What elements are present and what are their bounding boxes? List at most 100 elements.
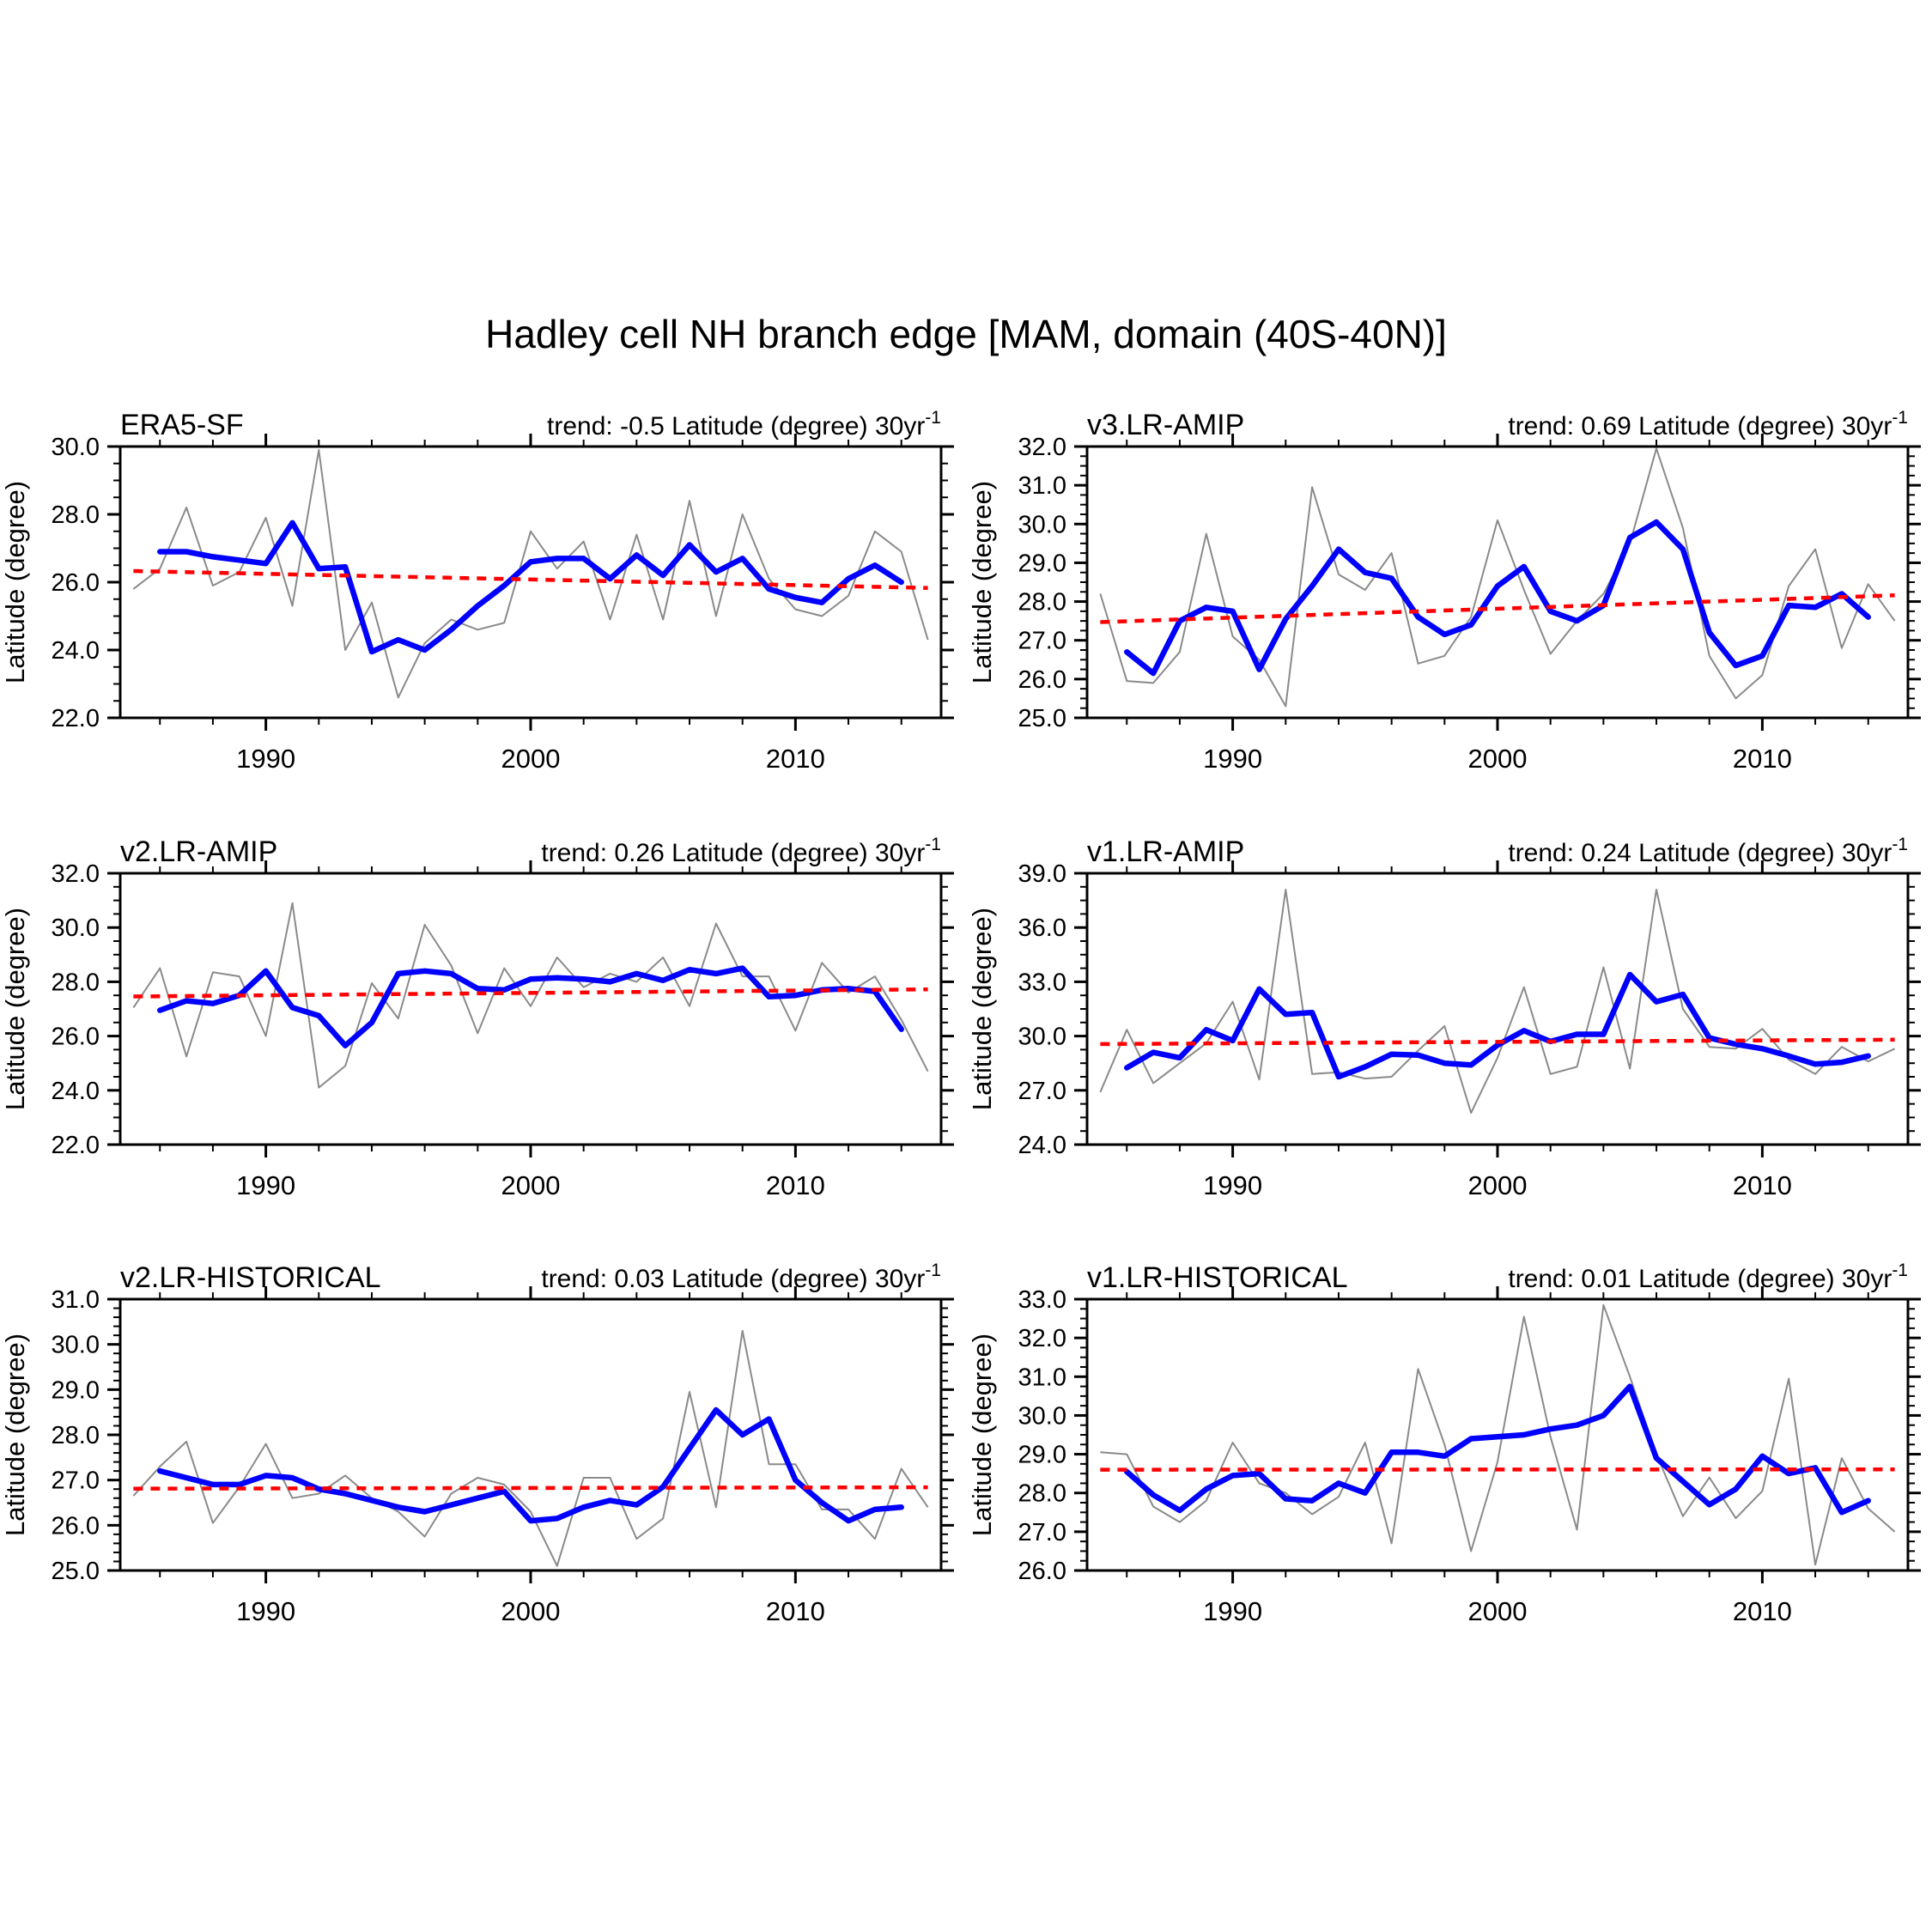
y-tick-label: 27.0	[52, 1467, 100, 1495]
y-tick-label: 28.0	[52, 969, 100, 996]
trend-annotation: trend: 0.24 Latitude (degree) 30yr-1	[1508, 835, 1908, 867]
trend-line	[133, 1485, 928, 1491]
smoothed-series-line	[1124, 971, 1871, 1080]
y-tick-label: 31.0	[52, 1286, 100, 1314]
trend-annotation: trend: 0.01 Latitude (degree) 30yr-1	[1508, 1261, 1908, 1293]
y-tick-label: 33.0	[1018, 969, 1066, 996]
panel-title: ERA5-SF	[120, 409, 244, 441]
y-tick-label: 33.0	[1018, 1286, 1066, 1314]
y-tick-label: 32.0	[1018, 434, 1066, 461]
y-tick-label: 30.0	[1018, 1402, 1066, 1430]
panel-title: v3.LR-AMIP	[1087, 409, 1244, 441]
y-tick-label: 31.0	[1018, 472, 1066, 500]
y-tick-label: 28.0	[52, 501, 100, 529]
y-tick-label: 39.0	[1018, 860, 1066, 888]
y-tick-label: 26.0	[52, 569, 100, 597]
y-tick-label: 24.0	[52, 1078, 100, 1105]
raw-series-line	[132, 449, 929, 699]
trend-annotation: trend: 0.03 Latitude (degree) 30yr-1	[541, 1261, 941, 1293]
x-tick-label: 2010	[766, 744, 825, 774]
trend-annotation: trend: -0.5 Latitude (degree) 30yr-1	[547, 408, 941, 440]
y-tick-label: 26.0	[52, 1512, 100, 1540]
x-tick-label: 2010	[766, 1170, 825, 1200]
smoothed-series-line	[157, 965, 904, 1048]
plot-box	[1085, 872, 1910, 1146]
trend-annotation: trend: 0.26 Latitude (degree) 30yr-1	[541, 835, 941, 867]
y-axis-label: Latitude (degree)	[967, 908, 997, 1110]
raw-series-line	[1099, 447, 1896, 708]
x-tick-label: 2000	[1468, 1596, 1528, 1626]
x-tick-label: 2000	[501, 1596, 561, 1626]
trend-line	[1100, 1037, 1895, 1047]
x-tick-label: 1990	[236, 1596, 295, 1626]
smoothed-series-line	[1124, 1383, 1871, 1516]
y-tick-label: 28.0	[52, 1422, 100, 1449]
y-tick-label: 32.0	[1018, 1325, 1066, 1352]
x-tick-label: 1990	[236, 1170, 295, 1200]
x-tick-label: 2010	[766, 1596, 825, 1626]
raw-series-line	[1100, 1303, 1896, 1566]
panel-title: v2.LR-HISTORICAL	[120, 1261, 381, 1294]
y-tick-label: 25.0	[1018, 705, 1066, 732]
panel-title: v2.LR-AMIP	[120, 835, 277, 868]
x-tick-label: 2000	[1468, 1170, 1528, 1200]
x-tick-label: 2000	[1468, 744, 1528, 774]
panel-title: v1.LR-HISTORICAL	[1087, 1261, 1348, 1294]
x-tick-label: 1990	[1203, 1596, 1262, 1626]
raw-series-line	[132, 902, 929, 1089]
x-tick-label: 2000	[501, 744, 561, 774]
y-tick-label: 30.0	[52, 1332, 100, 1359]
y-axis-label: Latitude (degree)	[0, 908, 30, 1110]
raw-series-line	[132, 1329, 929, 1567]
x-tick-label: 1990	[236, 744, 295, 774]
x-tick-label: 1990	[1203, 744, 1262, 774]
trend-line	[133, 987, 928, 999]
y-tick-label: 36.0	[1018, 914, 1066, 942]
trend-annotation: trend: 0.69 Latitude (degree) 30yr-1	[1508, 408, 1908, 440]
plot-box	[1085, 445, 1910, 720]
y-tick-label: 30.0	[52, 434, 100, 461]
y-tick-label: 27.0	[1018, 628, 1066, 655]
y-tick-label: 29.0	[52, 1376, 100, 1404]
y-tick-label: 24.0	[52, 637, 100, 665]
raw-series-line	[1099, 889, 1896, 1115]
trend-line	[1100, 593, 1895, 624]
y-tick-label: 26.0	[1018, 1558, 1066, 1585]
x-tick-label: 1990	[1203, 1170, 1262, 1200]
y-tick-label: 30.0	[52, 914, 100, 942]
y-tick-label: 22.0	[52, 1132, 100, 1159]
y-tick-label: 28.0	[1018, 589, 1066, 617]
y-tick-label: 30.0	[1018, 511, 1066, 538]
y-tick-label: 26.0	[1018, 666, 1066, 694]
y-tick-label: 22.0	[52, 705, 100, 732]
x-tick-label: 2010	[1733, 744, 1792, 774]
smoothed-series-line	[157, 519, 904, 655]
plot-box	[118, 872, 943, 1146]
panel-title: v1.LR-AMIP	[1087, 835, 1244, 868]
y-axis-label: Latitude (degree)	[0, 481, 30, 683]
y-axis-label: Latitude (degree)	[967, 481, 997, 683]
x-tick-label: 2010	[1733, 1596, 1792, 1626]
y-tick-label: 24.0	[1018, 1132, 1066, 1159]
plot-box	[118, 1297, 943, 1572]
x-tick-label: 2000	[501, 1170, 561, 1200]
y-tick-label: 27.0	[1018, 1078, 1066, 1105]
y-tick-label: 27.0	[1018, 1519, 1066, 1546]
y-axis-label: Latitude (degree)	[967, 1334, 997, 1536]
trend-line	[133, 568, 928, 590]
y-tick-label: 25.0	[52, 1558, 100, 1585]
x-tick-label: 2010	[1733, 1170, 1792, 1200]
y-tick-label: 29.0	[1018, 1442, 1066, 1469]
y-tick-label: 29.0	[1018, 550, 1066, 577]
y-tick-label: 26.0	[52, 1024, 100, 1051]
y-tick-label: 28.0	[1018, 1480, 1066, 1508]
y-tick-label: 30.0	[1018, 1024, 1066, 1051]
smoothed-series-line	[157, 1406, 904, 1524]
smoothed-series-line	[1124, 519, 1871, 677]
y-axis-label: Latitude (degree)	[0, 1334, 30, 1536]
figure-title: Hadley cell NH branch edge [MAM, domain …	[485, 312, 1447, 356]
plot-box	[118, 445, 943, 720]
y-tick-label: 32.0	[52, 860, 100, 888]
